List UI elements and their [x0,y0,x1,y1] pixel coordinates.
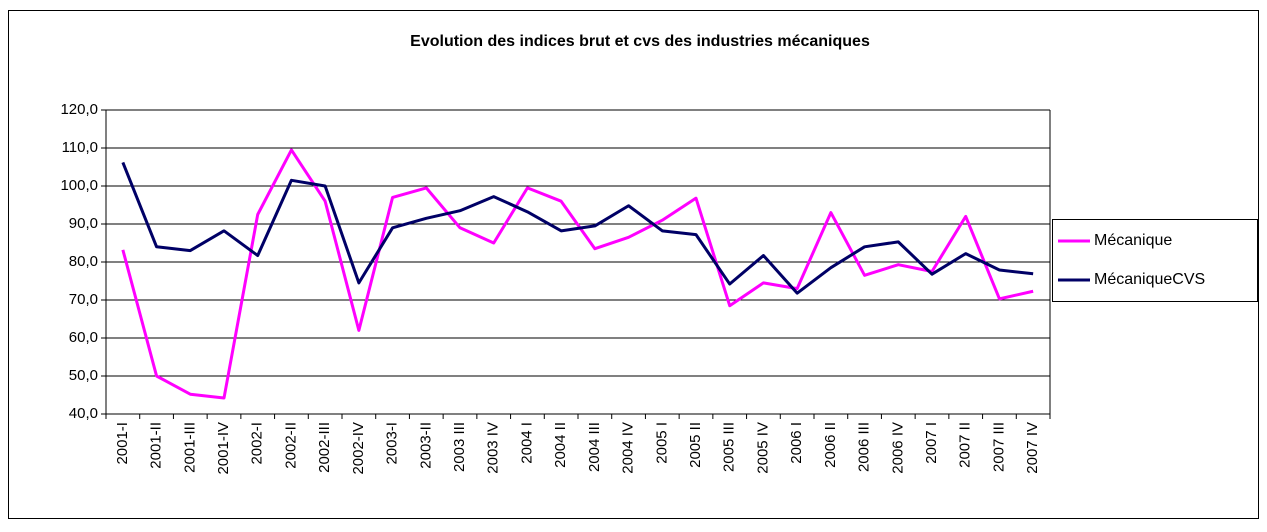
x-tick-label: 2006 I [788,422,805,464]
x-tick-label: 2006 II [822,422,839,468]
x-tick-label: 2003-II [417,422,434,469]
series-line [121,161,1034,295]
y-tick-label: 100,0 [60,177,98,194]
x-tick-label: 2002-II [282,422,299,469]
x-tick-label: 2003 IV [485,422,502,474]
x-tick-label: 2005 I [653,422,670,464]
x-tick-label: 2007 II [957,422,974,468]
x-tick-label: 2004 IV [620,422,637,474]
y-tick-label: 90,0 [69,215,98,232]
series-line [121,148,1034,400]
y-tick-label: 40,0 [69,405,98,422]
chart-title: Evolution des indices brut et cvs des in… [410,33,870,50]
x-tick-label: 2002-I [249,422,266,465]
x-tick-label: 2001-I [114,422,131,465]
x-tick-label: 2005 IV [754,422,771,474]
x-tick-label: 2007 I [923,422,940,464]
y-tick-label: 110,0 [62,139,98,156]
x-tick-label: 2003 III [451,422,468,472]
x-tick-label: 2003-I [384,422,401,465]
x-tick-label: 2006 IV [889,422,906,474]
y-tick-label: 70,0 [69,291,98,308]
x-tick-label: 2002-IV [350,422,367,475]
y-tick-label: 120,0 [60,101,98,118]
legend-label: MécaniqueCVS [1094,271,1205,288]
x-tick-label: 2004 III [586,422,603,472]
x-tick-label: 2007 III [990,422,1007,472]
legend-label: Mécanique [1094,232,1172,249]
x-tick-label: 2001-III [181,422,198,473]
y-tick-label: 60,0 [69,329,98,346]
x-tick-label: 2007 IV [1024,422,1041,474]
y-tick-label: 80,0 [69,253,98,270]
y-tick-label: 50,0 [69,367,98,384]
x-tick-label: 2004 II [552,422,569,468]
x-tick-label: 2001-IV [215,422,232,475]
x-tick-label: 2005 III [721,422,738,472]
legend-box [1052,219,1258,302]
x-tick-label: 2001-II [148,422,165,469]
x-tick-label: 2004 I [518,422,535,464]
x-tick-label: 2006 III [856,422,873,472]
x-tick-label: 2002-III [316,422,333,473]
x-tick-label: 2005 II [687,422,704,468]
